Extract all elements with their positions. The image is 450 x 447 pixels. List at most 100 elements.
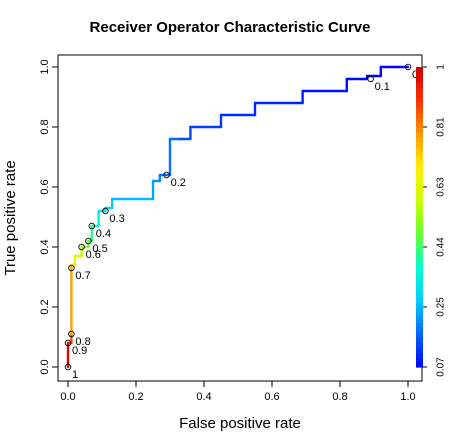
y-tick-label: 1.0 (39, 59, 51, 74)
colorbar-swatch (416, 157, 423, 163)
colorbar-swatch (416, 252, 423, 258)
colorbar-swatch (416, 292, 423, 298)
colorbar-swatch (416, 87, 423, 93)
colorbar-swatch (416, 202, 423, 208)
colorbar-swatch (416, 117, 423, 123)
cutoff-label: 0.3 (109, 213, 124, 225)
colorbar-swatch (416, 222, 423, 228)
cutoff-label: 0.7 (75, 270, 90, 282)
colorbar-swatch (416, 187, 423, 193)
cutoff-label: 0.8 (75, 336, 90, 348)
colorbar-swatch (416, 262, 423, 268)
cutoff-point (68, 330, 75, 338)
colorbar-swatch (416, 97, 423, 103)
colorbar-swatch (416, 167, 423, 173)
colorbar-tick-label: 1 (436, 64, 447, 70)
colorbar-swatch (416, 137, 423, 143)
colorbar-swatch (416, 282, 423, 288)
x-tick-label: 1.0 (400, 391, 415, 403)
colorbar-swatch (416, 312, 423, 318)
y-axis-label: True positive rate (2, 160, 19, 275)
colorbar-swatch (416, 192, 423, 198)
x-axis-label: False positive rate (179, 415, 301, 432)
y-tick-label: 0.4 (39, 239, 51, 254)
colorbar-swatch (416, 82, 423, 88)
colorbar-swatch (416, 307, 423, 313)
y-tick-label: 0.2 (39, 299, 51, 314)
cutoff-label: 0.9 (72, 345, 87, 357)
colorbar-swatch (416, 232, 423, 238)
colorbar-swatch (416, 102, 423, 108)
cutoff-label: 0.2 (171, 177, 186, 189)
colorbar-swatch (416, 297, 423, 303)
x-tick-label: 0.4 (196, 391, 211, 403)
colorbar-swatch (416, 142, 423, 148)
colorbar-swatch (416, 72, 423, 78)
colorbar-swatch (416, 237, 423, 243)
colorbar: 0.07 0.25 0.44 0.63 0.81 1 (416, 64, 447, 377)
cutoff-point (78, 243, 85, 251)
colorbar-swatch (416, 92, 423, 98)
colorbar-swatch (416, 132, 423, 138)
colorbar-swatch (416, 127, 423, 133)
colorbar-swatch (416, 147, 423, 153)
colorbar-swatch (416, 122, 423, 128)
colorbar-swatch (416, 107, 423, 113)
x-tick-label: 0.8 (332, 391, 347, 403)
colorbar-swatch (416, 197, 423, 203)
colorbar-swatch (416, 257, 423, 263)
colorbar-swatch (416, 247, 423, 253)
colorbar-swatch (416, 347, 423, 353)
cutoff-label: 0.6 (86, 249, 101, 261)
colorbar-tick-label: 0.81 (436, 117, 447, 137)
cutoff-point (163, 171, 170, 179)
cutoff-point (64, 339, 72, 347)
colorbar-swatch (416, 277, 423, 283)
cutoff-point (88, 222, 96, 230)
colorbar-swatch (416, 67, 423, 73)
colorbar-swatch (416, 332, 423, 338)
colorbar-swatch (416, 207, 423, 213)
colorbar-swatch (416, 242, 423, 248)
cutoff-point (68, 264, 75, 272)
colorbar-swatch (416, 327, 423, 333)
cutoff-label: 0.1 (375, 81, 390, 93)
cutoff-point (64, 363, 72, 371)
colorbar-tick-label: 0.07 (436, 357, 447, 377)
colorbar-swatch (416, 182, 423, 188)
colorbar-tick-label: 0.25 (436, 297, 447, 317)
x-tick-label: 0.2 (128, 391, 143, 403)
colorbar-swatch (416, 162, 423, 168)
colorbar-swatch (416, 177, 423, 183)
colorbar-tick-label: 0.63 (436, 177, 447, 197)
colorbar-swatch (416, 302, 423, 308)
y-tick-label: 0.0 (39, 359, 51, 374)
colorbar-swatch (416, 217, 423, 223)
y-tick-label: 0.8 (39, 119, 51, 134)
x-tick-label: 0.6 (264, 391, 279, 403)
colorbar-swatch (416, 227, 423, 233)
cutoff-label: 0.5 (92, 243, 107, 255)
colorbar-swatch (416, 212, 423, 218)
colorbar-swatch (416, 112, 423, 118)
x-axis: 0.0 0.2 0.4 0.6 0.8 1.0 (60, 381, 416, 403)
colorbar-swatch (416, 357, 423, 363)
colorbar-swatch (416, 267, 423, 273)
cutoff-points: 1 0.90.8 0.7 0.60.5 0.4 0.3 0.2 0.1 0 (64, 63, 418, 381)
cutoff-point (85, 237, 92, 245)
colorbar-swatch (416, 317, 423, 323)
colorbar-swatch (416, 77, 423, 83)
cutoff-label: 0.4 (96, 228, 111, 240)
colorbar-swatch (416, 337, 423, 343)
y-tick-label: 0.6 (39, 179, 51, 194)
cutoff-label: 1 (72, 369, 78, 381)
colorbar-swatch (416, 272, 423, 278)
cutoff-point (102, 207, 109, 215)
cutoff-point (367, 75, 374, 83)
chart-title: Receiver Operator Characteristic Curve (90, 19, 371, 36)
x-tick-label: 0.0 (60, 391, 75, 403)
colorbar-tick-label: 0.44 (436, 237, 447, 257)
y-axis: 0.0 0.2 0.4 0.6 0.8 1.0 (39, 59, 58, 375)
colorbar-swatch (416, 362, 423, 368)
